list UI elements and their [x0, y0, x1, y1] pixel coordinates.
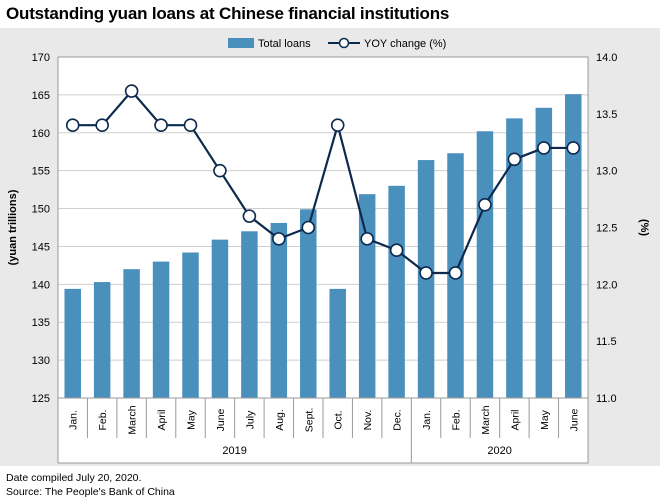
yoy-point: [448, 266, 463, 280]
yoy-point: [124, 84, 139, 98]
bar: [300, 209, 317, 398]
y-tick-label: 130: [32, 355, 50, 367]
x-tick-label: Feb.: [451, 409, 463, 430]
legend-label-line: YOY change (%): [364, 38, 446, 50]
bar: [565, 94, 582, 399]
y-tick-label: 135: [32, 317, 50, 329]
year-group-label: 2020: [487, 445, 511, 457]
y-axis-title: (yuan trillions): [7, 189, 19, 265]
x-tick-label: April: [509, 409, 521, 430]
x-tick-label: Nov.: [362, 410, 374, 431]
yoy-point: [154, 118, 168, 132]
yoy-point: [507, 152, 522, 167]
bar: [476, 131, 494, 399]
date-note: Date compiled July 20, 2020.: [6, 472, 142, 484]
y-tick-label: 155: [32, 166, 50, 178]
bar: [211, 239, 229, 398]
yoy-point: [478, 197, 492, 212]
bar: [329, 288, 346, 398]
yoy-point: [301, 220, 316, 235]
y-tick-label: 140: [32, 279, 50, 291]
yoy-point: [330, 118, 345, 132]
y2-tick-label: 13.0: [596, 166, 617, 178]
y2-tick-label: 14.0: [596, 52, 617, 64]
bar: [388, 185, 405, 398]
yoy-point: [537, 141, 551, 155]
y2-tick-label: 11.0: [596, 393, 617, 405]
yoy-point: [566, 141, 581, 155]
x-tick-label: Dec.: [392, 409, 404, 431]
x-tick-label: Sept.: [303, 408, 315, 433]
x-tick-label: Feb.: [97, 409, 109, 430]
year-group-label: 2019: [222, 445, 246, 457]
y2-axis-title: (%): [638, 219, 650, 236]
y-tick-label: 160: [32, 128, 50, 140]
yoy-point: [213, 163, 227, 178]
y-tick-label: 170: [32, 52, 50, 64]
chart-panel: 125 130 135 140 145 150 155 160 165 170 11.0 11.5 12…: [0, 28, 660, 466]
yoy-point: [360, 232, 374, 246]
footer: Date compiled July 20, 2020. Source: The…: [6, 471, 175, 499]
bar: [270, 222, 288, 398]
x-tick-label: March: [127, 405, 139, 434]
bar: [241, 231, 258, 398]
y-tick-label: 145: [32, 241, 50, 253]
bar: [182, 252, 199, 398]
yoy-point: [95, 118, 109, 132]
bar: [506, 118, 523, 398]
legend-swatch-marker: [338, 37, 350, 49]
y-tick-label: 125: [32, 393, 50, 405]
x-tick-label: Aug.: [274, 409, 286, 431]
y2-tick-label: 12.0: [596, 279, 617, 291]
x-tick-label: Jan.: [68, 410, 80, 430]
y2-tick-label: 13.5: [596, 109, 617, 121]
bar: [358, 194, 376, 398]
x-tick-label: Jan.: [421, 410, 433, 430]
chart: 125 130 135 140 145 150 155 160 165 170 11.0 11.5 12…: [7, 37, 650, 464]
x-tick-label: March: [480, 405, 492, 434]
x-tick-label: June: [215, 408, 227, 431]
x-tick-label: June: [568, 408, 580, 431]
legend-swatch-bars: [228, 38, 254, 48]
bar: [123, 269, 140, 398]
yoy-point: [242, 209, 257, 223]
legend-label-bars: Total loans: [258, 38, 311, 50]
x-tick-label: April: [156, 409, 168, 430]
y2-tick-label: 12.5: [596, 223, 617, 235]
bar: [93, 282, 111, 398]
yoy-point: [272, 232, 286, 246]
bar: [64, 288, 81, 398]
y-tick-label: 165: [32, 90, 50, 102]
yoy-line: [72, 89, 574, 275]
yoy-point: [183, 118, 198, 132]
yoy-point: [389, 243, 404, 258]
bar: [535, 107, 553, 398]
x-tick-label: July: [244, 410, 256, 429]
bar: [152, 261, 170, 398]
yoy-point: [419, 266, 433, 280]
x-tick-label: Oct.: [333, 410, 345, 429]
y2-tick-label: 11.5: [596, 336, 617, 348]
x-tick-label: May: [186, 409, 198, 430]
source-note: Source: The People's Bank of China: [6, 486, 175, 498]
yoy-point: [65, 118, 80, 132]
x-tick-label: May: [539, 409, 551, 430]
plot-area: [58, 57, 588, 398]
chart-title: Outstanding yuan loans at Chinese financ…: [6, 4, 450, 23]
y-tick-label: 150: [32, 204, 50, 216]
